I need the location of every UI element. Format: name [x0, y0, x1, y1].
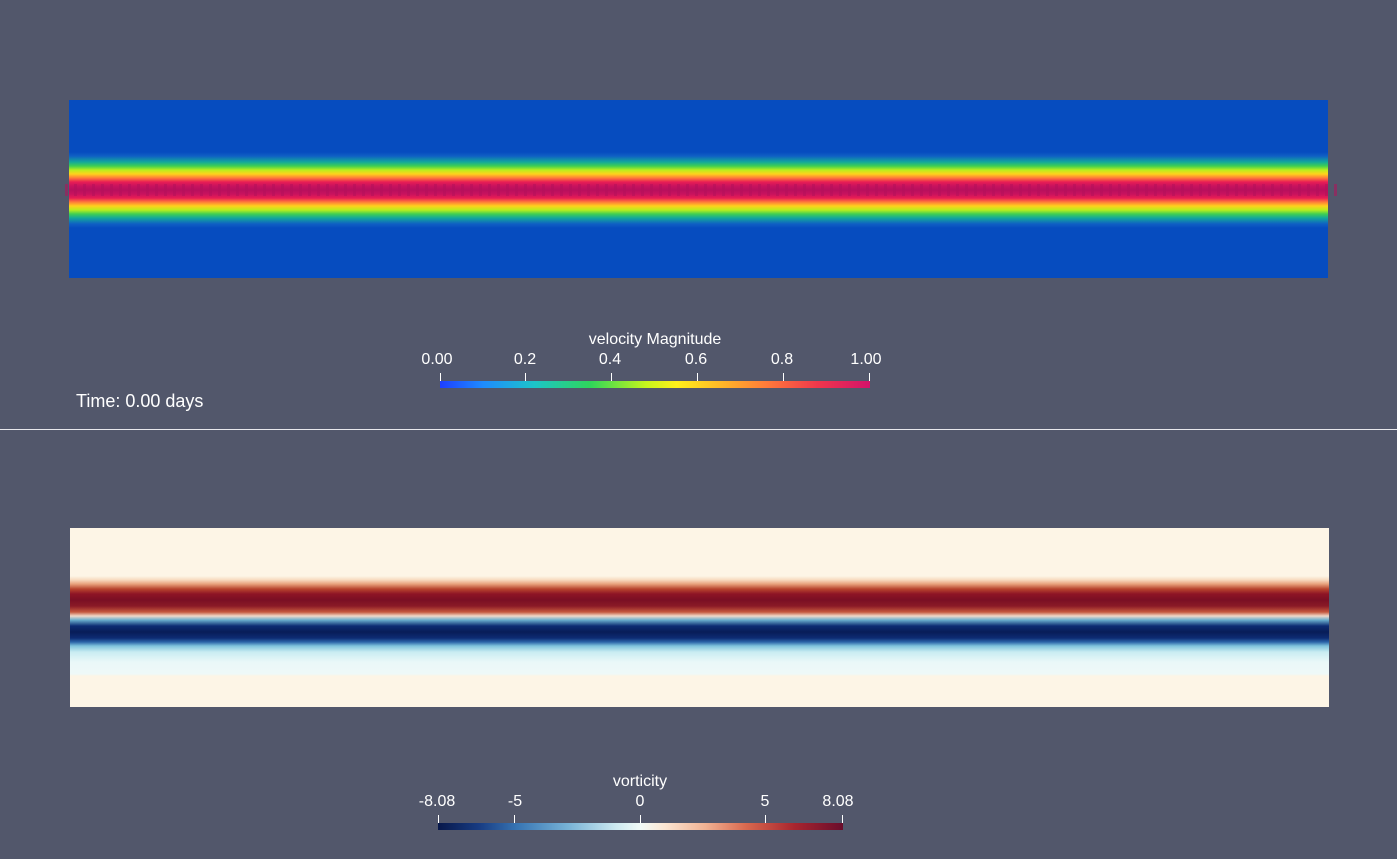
vorticity-tick-mark [438, 815, 439, 826]
velocity-tick-label: 0.8 [770, 351, 794, 368]
view-splitter[interactable] [0, 429, 1397, 430]
vorticity-colorbar [438, 823, 843, 830]
time-annotation: Time: 0.00 days [76, 391, 204, 411]
vorticity-tick-label: 0 [635, 793, 645, 810]
vorticity-tick-label: 8.08 [822, 793, 854, 810]
velocity-tick-mark [869, 373, 870, 384]
velocity-colorbar [440, 381, 870, 388]
vorticity-tick-label: -5 [507, 793, 523, 810]
velocity-tick-label: 0.00 [421, 351, 453, 368]
velocity-tick-mark [611, 373, 612, 384]
velocity-tick-label: 0.4 [598, 351, 622, 368]
velocity-legend-title: velocity Magnitude [588, 331, 722, 348]
velocity-tick-label: 0.2 [513, 351, 537, 368]
vorticity-tick-label: 5 [760, 793, 770, 810]
vorticity-tick-label: -8.08 [418, 793, 456, 810]
velocity-tick-mark [697, 373, 698, 384]
vorticity-legend-title: vorticity [612, 773, 668, 790]
velocity-magnitude-field[interactable] [59, 100, 1340, 278]
velocity-render-view[interactable]: velocity Magnitude 0.00 0.2 0.4 0.6 0.8 … [0, 0, 1397, 429]
velocity-tick-mark [783, 373, 784, 384]
vorticity-tick-mark [640, 815, 641, 826]
vorticity-tick-mark [514, 815, 515, 826]
velocity-tick-label: 1.00 [850, 351, 882, 368]
velocity-tick-label: 0.6 [684, 351, 708, 368]
vorticity-field[interactable] [70, 528, 1329, 707]
velocity-tick-mark [525, 373, 526, 384]
vorticity-tick-mark [842, 815, 843, 826]
velocity-tick-mark [440, 373, 441, 384]
vorticity-tick-mark [765, 815, 766, 826]
